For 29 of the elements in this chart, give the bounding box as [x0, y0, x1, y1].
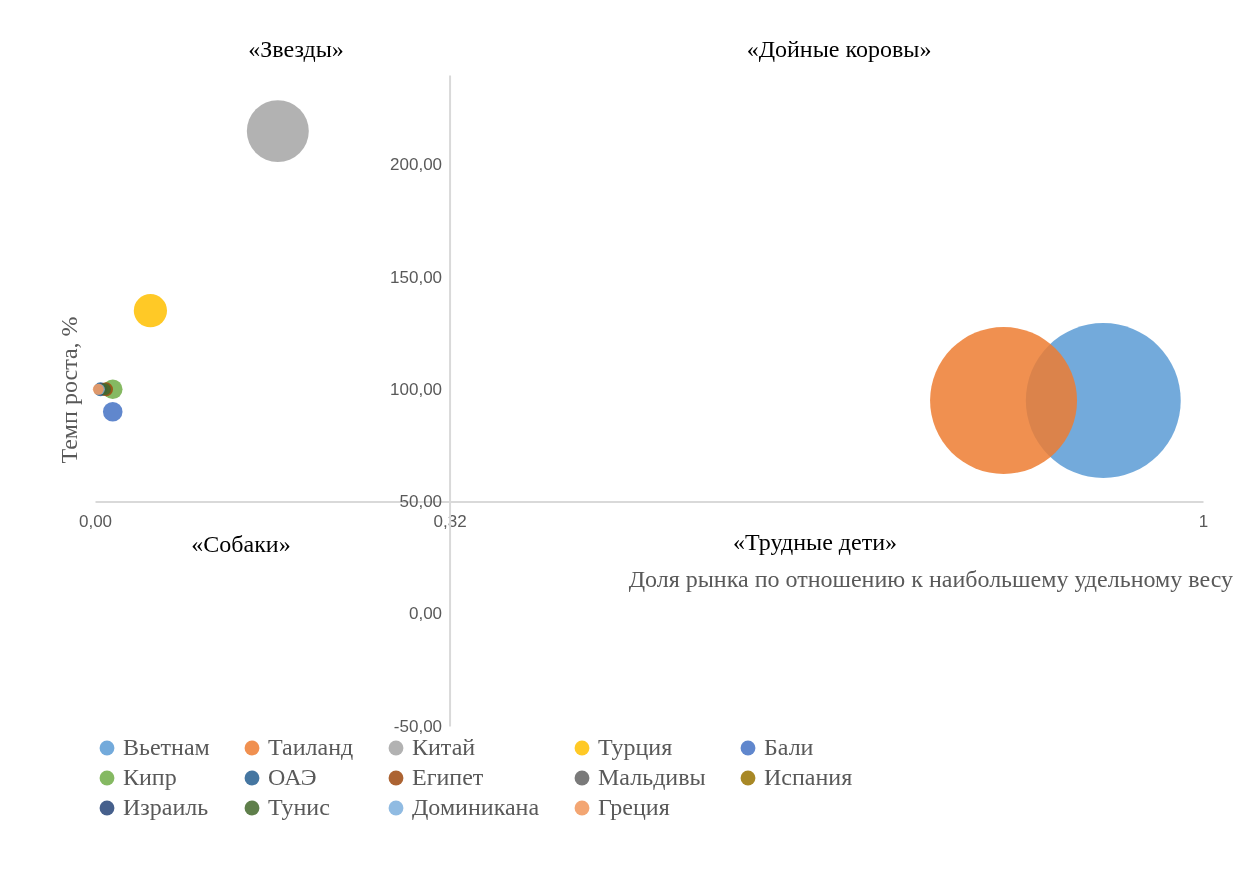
- legend-label: Вьетнам: [123, 734, 210, 760]
- text: «Дойные коровы»: [746, 36, 932, 62]
- x-tick-label: 1: [1198, 512, 1209, 532]
- y-tick-label: -50,00: [393, 716, 443, 736]
- legend-label: Греция: [598, 794, 670, 820]
- y-tick-label: 200,00: [390, 155, 443, 175]
- legend-label: Израиль: [123, 794, 209, 820]
- y-axis-title: Темп роста, %: [56, 316, 82, 464]
- x-tick-label: 0,00: [78, 512, 113, 532]
- legend-label: Китай: [412, 734, 476, 760]
- legend-label: Испания: [764, 764, 853, 790]
- legend-label: Мальдивы: [598, 764, 706, 790]
- annotation: «Трудные дети»: [733, 529, 897, 555]
- annotation: «Собаки»: [191, 531, 291, 557]
- legend-label: ОАЭ: [268, 764, 317, 790]
- legend-label: Турция: [598, 734, 673, 760]
- y-tick-label: 50,00: [399, 492, 443, 512]
- legend-label: Доминикана: [412, 794, 540, 820]
- y-tick-label: 0,00: [408, 604, 443, 624]
- legend-label: Бали: [764, 734, 814, 760]
- y-tick-label: 150,00: [390, 267, 443, 287]
- x-tick-label: 0,32: [433, 512, 467, 532]
- x-axis-title: Доля рынка по отношению к наибольшему удельному весу: [628, 566, 1233, 592]
- legend-label: Таиланд: [268, 734, 354, 760]
- legend-label: Кипр: [123, 764, 177, 790]
- legend-label: Тунис: [268, 794, 330, 820]
- text: «Звезды»: [248, 36, 344, 62]
- legend-label: Египет: [412, 764, 484, 790]
- y-tick-label: 100,00: [390, 379, 443, 399]
